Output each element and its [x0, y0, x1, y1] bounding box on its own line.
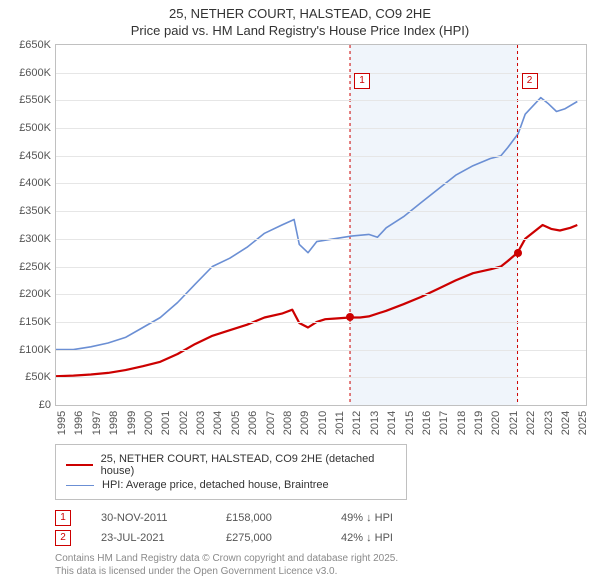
credits: Contains HM Land Registry data © Crown c… [55, 552, 600, 578]
transaction-marker: 2 [55, 530, 71, 546]
ytick-label: £500K [6, 122, 51, 134]
chart-area: £0£50K£100K£150K£200K£250K£300K£350K£400… [55, 44, 587, 406]
legend-row: 25, NETHER COURT, HALSTEAD, CO9 2HE (det… [66, 453, 396, 477]
xtick-label: 1997 [91, 411, 103, 435]
transaction-hpi: 49% ↓ HPI [341, 512, 441, 524]
series-price_paid [56, 225, 577, 376]
transaction-date: 30-NOV-2011 [101, 512, 226, 524]
gridline-h [56, 73, 586, 74]
ytick-label: £100K [6, 344, 51, 356]
xtick-label: 2019 [473, 411, 485, 435]
gridline-h [56, 100, 586, 101]
xtick-label: 2008 [282, 411, 294, 435]
xtick-label: 2004 [212, 411, 224, 435]
xtick-label: 2016 [421, 411, 433, 435]
credits-line-1: Contains HM Land Registry data © Crown c… [55, 552, 600, 565]
legend-box: 25, NETHER COURT, HALSTEAD, CO9 2HE (det… [55, 444, 407, 500]
series-hpi [56, 98, 577, 350]
ytick-label: £550K [6, 94, 51, 106]
xtick-label: 2021 [508, 411, 520, 435]
legend-swatch [66, 464, 93, 466]
chart-svg [56, 45, 586, 405]
ytick-label: £650K [6, 39, 51, 51]
legend-row: HPI: Average price, detached house, Brai… [66, 479, 396, 491]
legend-swatch [66, 485, 94, 486]
xtick-label: 2024 [560, 411, 572, 435]
xtick-label: 2012 [351, 411, 363, 435]
ytick-label: £200K [6, 288, 51, 300]
sale-point-dot [514, 249, 522, 257]
gridline-h [56, 211, 586, 212]
legend-label: HPI: Average price, detached house, Brai… [102, 479, 329, 491]
transaction-row: 1 30-NOV-2011£158,00049% ↓ HPI [55, 510, 600, 526]
gridline-h [56, 267, 586, 268]
xtick-label: 2022 [525, 411, 537, 435]
xtick-label: 2013 [369, 411, 381, 435]
xtick-label: 1995 [56, 411, 68, 435]
transaction-hpi: 42% ↓ HPI [341, 532, 441, 544]
sale-point-dot [346, 313, 354, 321]
chart-title-main: 25, NETHER COURT, HALSTEAD, CO9 2HE [0, 6, 600, 21]
credits-line-2: This data is licensed under the Open Gov… [55, 565, 600, 578]
ytick-label: £50K [6, 371, 51, 383]
ytick-label: £0 [6, 399, 51, 411]
xtick-label: 2001 [160, 411, 172, 435]
ytick-label: £600K [6, 67, 51, 79]
xtick-label: 2009 [299, 411, 311, 435]
xtick-label: 2007 [265, 411, 277, 435]
xtick-label: 2017 [438, 411, 450, 435]
ytick-label: £450K [6, 150, 51, 162]
xtick-label: 1996 [73, 411, 85, 435]
xtick-label: 1999 [126, 411, 138, 435]
gridline-h [56, 183, 586, 184]
marker-box: 1 [354, 73, 370, 89]
ytick-label: £400K [6, 177, 51, 189]
xtick-label: 2000 [143, 411, 155, 435]
xtick-label: 2014 [386, 411, 398, 435]
ytick-label: £150K [6, 316, 51, 328]
xtick-label: 1998 [108, 411, 120, 435]
xtick-label: 2023 [543, 411, 555, 435]
xtick-label: 2002 [178, 411, 190, 435]
transaction-price: £158,000 [226, 512, 341, 524]
xtick-label: 2025 [577, 411, 589, 435]
legend-label: 25, NETHER COURT, HALSTEAD, CO9 2HE (det… [101, 453, 396, 477]
transaction-price: £275,000 [226, 532, 341, 544]
transaction-row: 2 23-JUL-2021£275,00042% ↓ HPI [55, 530, 600, 546]
gridline-h [56, 156, 586, 157]
xtick-label: 2018 [456, 411, 468, 435]
transaction-marker: 1 [55, 510, 71, 526]
marker-box: 2 [522, 73, 538, 89]
gridline-h [56, 322, 586, 323]
xtick-label: 2015 [404, 411, 416, 435]
gridline-h [56, 377, 586, 378]
chart-title-sub: Price paid vs. HM Land Registry's House … [0, 23, 600, 38]
transaction-date: 23-JUL-2021 [101, 532, 226, 544]
gridline-h [56, 239, 586, 240]
transactions-table: 1 30-NOV-2011£158,00049% ↓ HPI 2 23-JUL-202… [55, 510, 600, 546]
xtick-label: 2011 [334, 411, 346, 435]
ytick-label: £350K [6, 205, 51, 217]
xtick-label: 2005 [230, 411, 242, 435]
xtick-label: 2003 [195, 411, 207, 435]
xtick-label: 2010 [317, 411, 329, 435]
xtick-label: 2020 [490, 411, 502, 435]
gridline-h [56, 128, 586, 129]
gridline-h [56, 350, 586, 351]
gridline-h [56, 294, 586, 295]
xtick-label: 2006 [247, 411, 259, 435]
ytick-label: £300K [6, 233, 51, 245]
ytick-label: £250K [6, 261, 51, 273]
